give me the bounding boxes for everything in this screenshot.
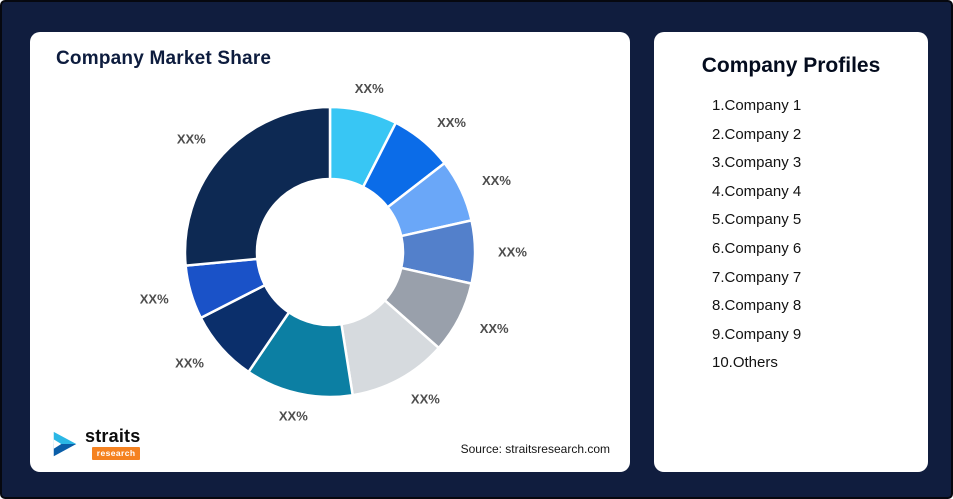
source-attribution-text: Source: straitsresearch.com: [460, 442, 610, 456]
logo-name-text: straits: [85, 426, 141, 446]
profile-list-item: 10.Others: [712, 354, 778, 372]
slice-percentage-label: XX%: [411, 392, 440, 407]
straits-research-logo: straits research: [50, 426, 141, 460]
slice-percentage-label: XX%: [355, 81, 384, 96]
slice-percentage-label: XX%: [177, 131, 206, 146]
slice-percentage-label: XX%: [437, 115, 466, 130]
logo-research-badge: research: [91, 447, 141, 460]
market-share-card: Company Market Share XX% XX% XX% XX% XX% XX% X…: [30, 32, 630, 472]
profile-list-item: 7.Company 7: [712, 268, 802, 286]
donut-segment-others: [183, 105, 332, 267]
profile-list-item: 5.Company 5: [712, 211, 802, 229]
slice-percentage-label: XX%: [498, 245, 527, 260]
logo-icon-bottom-shape: [53, 443, 77, 456]
slice-percentage-label: XX%: [140, 291, 169, 306]
logo-icon-top-shape: [53, 431, 77, 444]
profile-list-item: 4.Company 4: [712, 182, 802, 200]
market-share-title: Company Market Share: [56, 48, 272, 69]
profile-list-item: 1.Company 1: [712, 97, 802, 114]
company-profiles-title: Company Profiles: [701, 54, 881, 77]
logo-text-block: straits research: [85, 426, 141, 460]
company-profiles-list: 1.Company 1 2.Company 2 3.Company 3 4.Compa…: [654, 92, 928, 378]
profile-list-item: 9.Company 9: [712, 325, 802, 343]
slice-percentage-label: XX%: [482, 173, 511, 188]
market-share-donut-chart: XX% XX% XX% XX% XX% XX% XX% XX% XX% XX%: [140, 81, 528, 423]
profile-list-item: 8.Company 8: [712, 297, 802, 315]
profile-list-item: 6.Company 6: [712, 239, 802, 257]
logo-icon-notch: [53, 438, 62, 449]
slice-percentage-label: XX%: [175, 356, 204, 371]
slice-percentage-label: XX%: [279, 408, 308, 423]
profile-list-item: 2.Company 2: [712, 125, 802, 143]
slice-percentage-label: XX%: [480, 321, 509, 336]
profile-list-item: 3.Company 3: [712, 154, 802, 172]
straits-logo-icon: [53, 431, 77, 456]
company-profiles-card: Company Profiles 1.Company 1 2.Company 2 3…: [654, 32, 928, 472]
